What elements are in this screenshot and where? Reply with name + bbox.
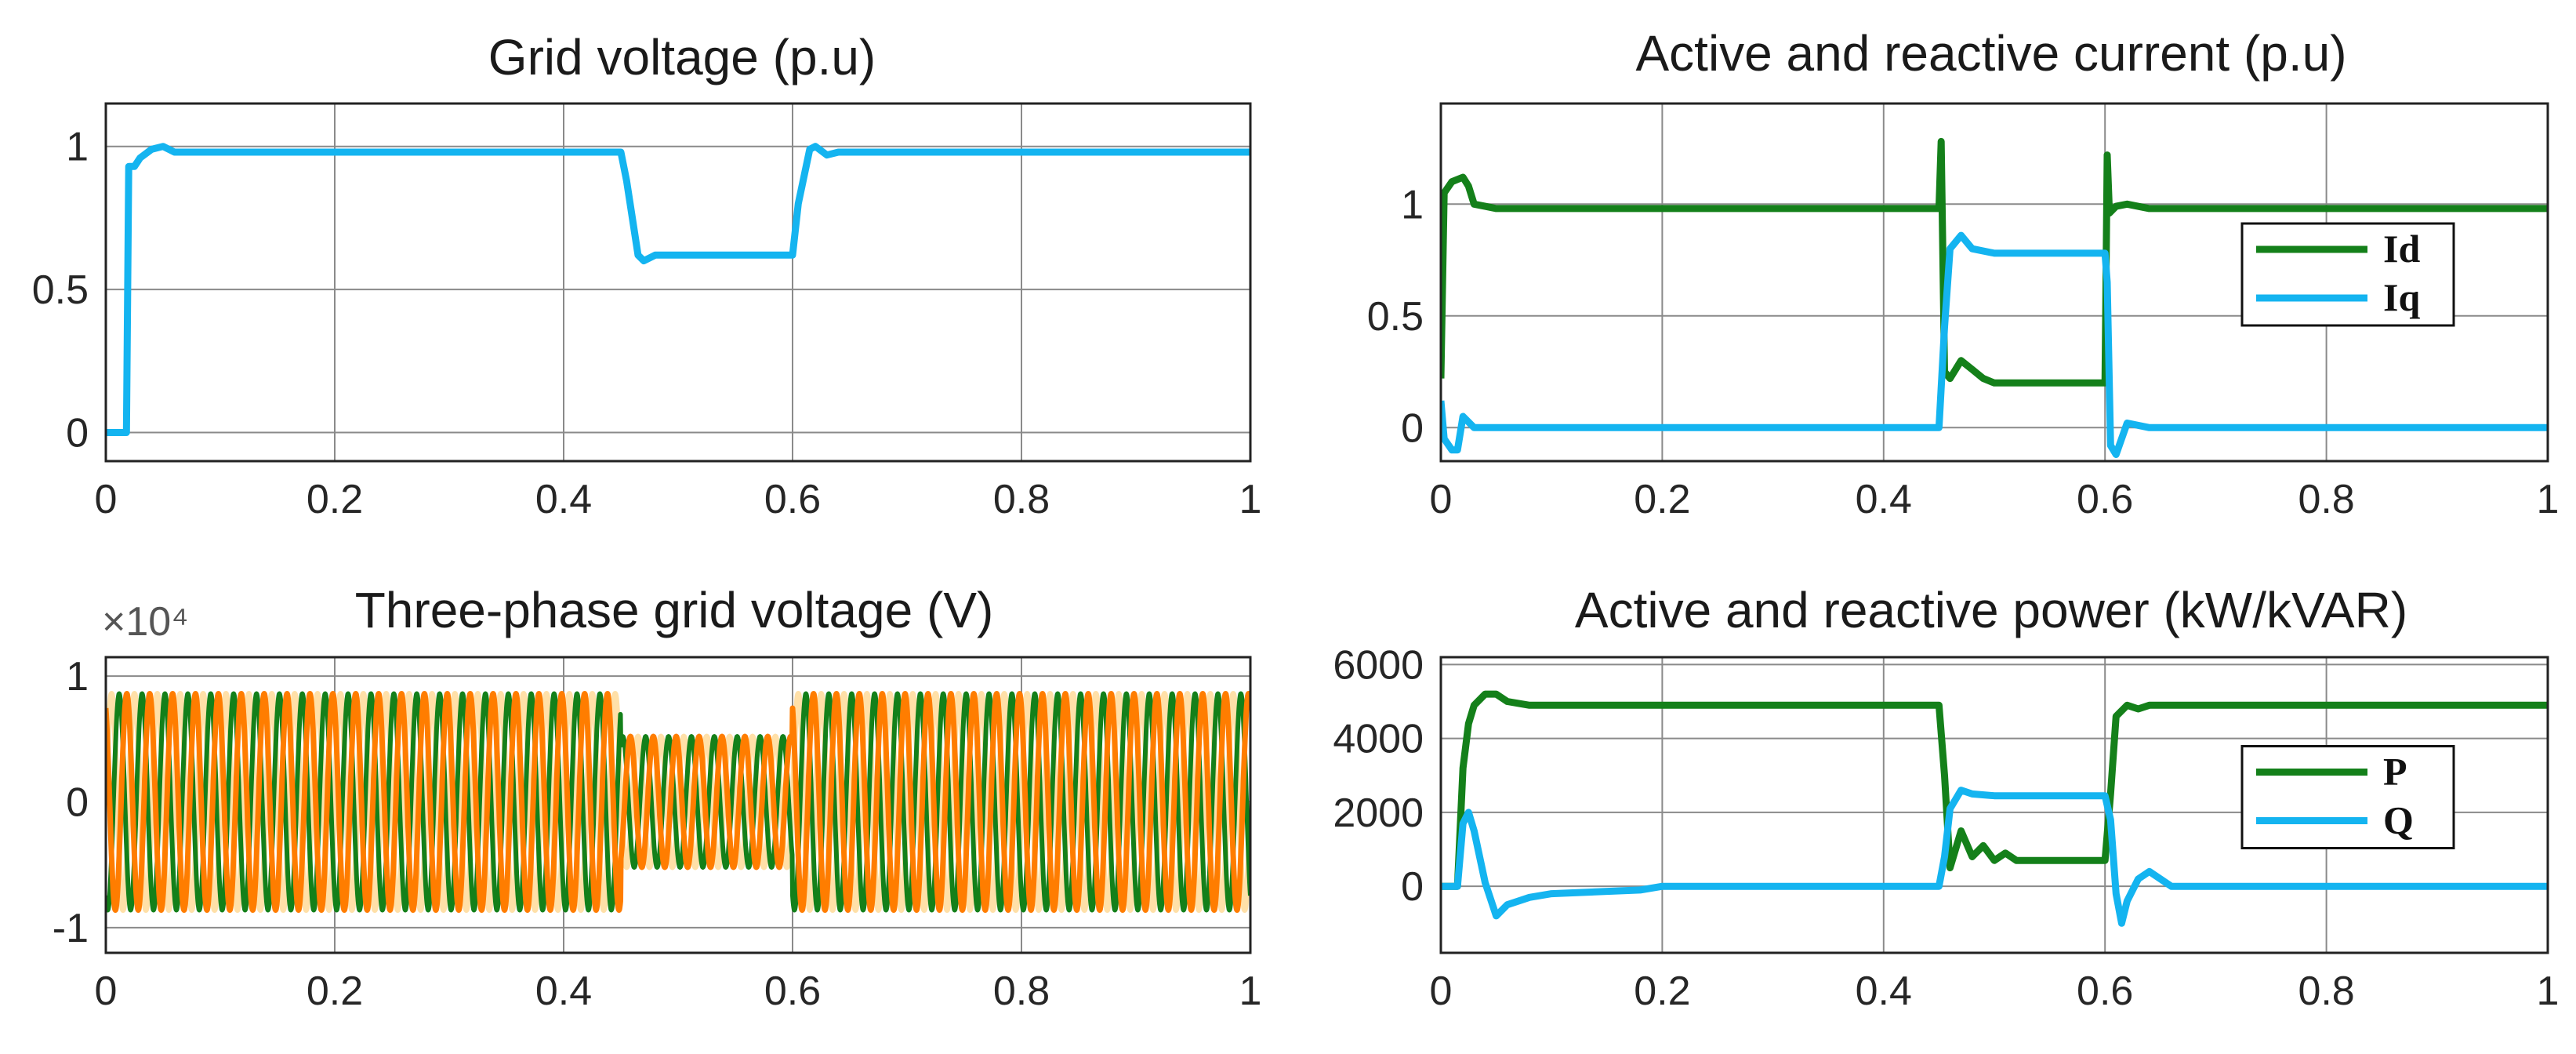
y-tick-label: 1 xyxy=(1401,182,1424,227)
y-tick-label: 6000 xyxy=(1333,642,1424,688)
y-tick-label: 1 xyxy=(66,125,89,170)
series-line-phase-c xyxy=(106,691,1250,913)
series-line-iq xyxy=(1441,231,2548,458)
chart-title: Grid voltage (p.u) xyxy=(488,29,876,85)
y-tick-label: 0 xyxy=(1401,864,1424,910)
x-tick-label: 0.6 xyxy=(764,969,821,1014)
chart-title: Active and reactive current (p.u) xyxy=(1635,25,2346,82)
series-line-p xyxy=(1441,690,2548,890)
x-tick-label: 1 xyxy=(1239,477,1262,522)
x-tick-label: 0.6 xyxy=(2077,477,2133,522)
x-tick-label: 0 xyxy=(1430,969,1453,1014)
axes-frame xyxy=(1439,102,2549,463)
x-tick-label: 0.2 xyxy=(307,969,363,1014)
x-tick-label: 0.8 xyxy=(2298,477,2354,522)
y-tick-label: 1 xyxy=(66,654,89,700)
series-group xyxy=(1441,690,2548,927)
y-tick-label: 0 xyxy=(66,780,89,825)
legend-label: Q xyxy=(2383,798,2414,842)
chart-active-reactive-power: Active and reactive power (kW/kVAR) 0 0.2… xyxy=(1333,582,2559,1014)
y-tick-label: 2000 xyxy=(1333,790,1424,836)
x-tick-label: 0 xyxy=(95,477,118,522)
series-line-phase-b xyxy=(106,691,1250,913)
series-group xyxy=(106,691,1250,913)
chart-three-phase-grid-voltage: Three-phase grid voltage (V) ×10⁴ 0 0.2 0.… xyxy=(53,582,1262,1014)
x-tick-label: 0.8 xyxy=(993,477,1050,522)
legend-label: Iq xyxy=(2383,275,2420,319)
series-group xyxy=(106,143,1250,436)
y-tick-label: 0 xyxy=(1401,405,1424,451)
legend-label: P xyxy=(2383,750,2407,794)
y-tick-label: -1 xyxy=(53,906,89,951)
x-tick-label: 1 xyxy=(2537,477,2560,522)
y-tick-label: 0.5 xyxy=(32,267,89,313)
chart-active-reactive-current: Active and reactive current (p.u) 0 0.2 0.… xyxy=(1367,25,2560,522)
x-tick-label: 0 xyxy=(95,969,118,1014)
series-line-id xyxy=(1441,137,2548,387)
x-tick-label: 0.2 xyxy=(1634,969,1690,1014)
y-tick-label: 0 xyxy=(66,411,89,456)
chart-title: Active and reactive power (kW/kVAR) xyxy=(1575,582,2407,638)
series-group xyxy=(1441,137,2548,458)
x-tick-label: 0.6 xyxy=(2077,969,2133,1014)
x-tick-label: 0.8 xyxy=(993,969,1050,1014)
axes-frame xyxy=(1439,656,2549,954)
axes-frame xyxy=(104,656,1252,954)
legend-label: Id xyxy=(2383,227,2420,271)
y-tick-label: 4000 xyxy=(1333,717,1424,762)
x-tick-label: 0.4 xyxy=(1856,969,1912,1014)
x-tick-label: 0.2 xyxy=(307,477,363,522)
chart-title: Three-phase grid voltage (V) xyxy=(355,582,994,638)
series-line-phase-a xyxy=(106,691,1250,913)
axes-frame xyxy=(104,102,1252,463)
x-tick-label: 0 xyxy=(1430,477,1453,522)
x-tick-label: 0.4 xyxy=(535,969,592,1014)
plot-area: 0 0.2 0.4 0.6 0.8 1-101 xyxy=(53,654,1262,1014)
series-line-v xyxy=(106,143,1250,436)
chart-grid-voltage: Grid voltage (p.u) 0 0.2 0.4 0.6 0.8 1 0 0.5 1 xyxy=(32,29,1262,522)
x-tick-label: 1 xyxy=(2537,969,2560,1014)
x-tick-label: 0.4 xyxy=(1856,477,1912,522)
x-tick-label: 0.6 xyxy=(764,477,821,522)
plot-area: 0 0.2 0.4 0.6 0.8 1 0 2000 4000 6000 PQ xyxy=(1333,642,2559,1014)
x-tick-label: 0.8 xyxy=(2298,969,2354,1014)
plot-area: 0 0.2 0.4 0.6 0.8 1 0 0.5 1 xyxy=(32,102,1262,522)
legend-box xyxy=(2240,745,2455,849)
legend: PQ xyxy=(2240,745,2455,849)
x-tick-label: 0.4 xyxy=(535,477,592,522)
y-tick-label: 0.5 xyxy=(1367,294,1424,340)
plot-background xyxy=(106,104,1250,461)
x-tick-label: 1 xyxy=(1239,969,1262,1014)
series-line-q xyxy=(1441,787,2548,927)
x-tick-label: 0.2 xyxy=(1634,477,1690,522)
exponent-label: ×10⁴ xyxy=(102,599,189,645)
legend-box xyxy=(2240,222,2455,327)
